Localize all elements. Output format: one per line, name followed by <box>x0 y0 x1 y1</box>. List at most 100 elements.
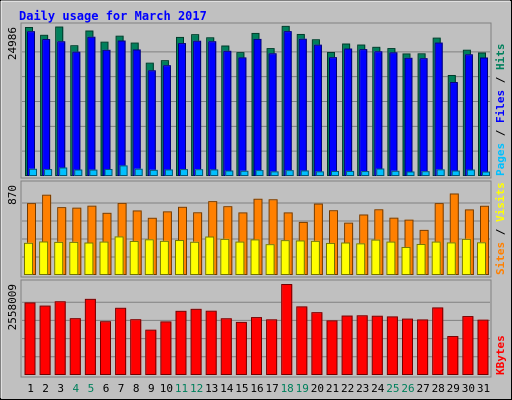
bar-sites-day-27-outline <box>416 243 426 275</box>
bar-sites-day-26-outline <box>401 246 411 275</box>
bar-sites-day-28 <box>431 241 441 276</box>
bar-visits-day-3-fill <box>57 207 67 275</box>
bar-files-day-2 <box>42 39 51 176</box>
bar-sites-day-6 <box>99 241 109 276</box>
bar-files-day-15-fill <box>238 57 247 177</box>
bar-kbytes-day-27-fill <box>417 319 429 375</box>
bar-files-day-23-fill <box>359 49 368 177</box>
bar-files-day-13-fill <box>208 41 217 177</box>
bar-pages-day-23-fill <box>361 171 370 176</box>
bar-pages-day-30-outline <box>466 169 475 176</box>
bar-kbytes-day-28-fill <box>432 307 444 375</box>
legend-sites: Sites <box>494 242 507 275</box>
x-tick-label-day-14: 14 <box>220 382 234 395</box>
bar-pages-day-14-outline <box>225 170 234 176</box>
x-tick-label-day-7: 7 <box>118 382 125 395</box>
bar-files-day-28-fill <box>434 42 443 176</box>
bar-sites-day-14-fill <box>220 238 230 275</box>
bar-sites-day-25-outline <box>386 241 396 276</box>
bar-pages-day-18 <box>285 170 294 176</box>
bar-pages-day-5-fill <box>89 169 98 176</box>
bar-kbytes-day-10-outline <box>160 321 172 375</box>
bar-kbytes-day-2 <box>39 305 51 375</box>
bar-files-day-30 <box>464 54 473 176</box>
x-tick-label-day-6: 6 <box>103 382 110 395</box>
bar-kbytes-day-14 <box>220 318 232 375</box>
bar-kbytes-day-7 <box>115 307 127 375</box>
bar-sites-day-5-fill <box>84 242 94 275</box>
bar-pages-day-15 <box>240 170 249 177</box>
bar-pages-day-24 <box>376 168 385 176</box>
bar-kbytes-day-17-fill <box>266 319 278 375</box>
bar-kbytes-day-5-fill <box>84 298 96 375</box>
bar-kbytes-day-17 <box>266 319 278 375</box>
bar-pages-day-28 <box>436 169 445 176</box>
legend-kbytes-label: KBytes <box>494 335 507 375</box>
bar-files-day-18 <box>283 31 292 177</box>
bar-pages-day-31 <box>482 171 490 177</box>
bar-pages-day-2-outline <box>44 169 53 177</box>
y-max-label-pages-files-hits: 24986 <box>6 27 19 60</box>
bar-pages-day-29-outline <box>451 170 460 176</box>
x-tick-label-day-1: 1 <box>27 382 34 395</box>
bar-pages-day-21-fill <box>331 170 339 176</box>
bar-pages-day-12 <box>195 169 204 176</box>
bar-pages-day-9 <box>149 169 158 176</box>
bar-pages-day-26 <box>406 171 415 176</box>
x-tick-label-day-12: 12 <box>190 382 203 395</box>
bar-files-day-1-fill <box>27 31 35 177</box>
bar-kbytes-day-29 <box>447 336 459 375</box>
bar-visits-day-20-fill <box>313 203 323 275</box>
bar-pages-day-16-fill <box>255 170 264 176</box>
bar-pages-day-4-outline <box>74 169 83 176</box>
bar-pages-day-18-outline <box>285 170 294 176</box>
bar-files-day-25-fill <box>389 52 398 176</box>
bar-pages-day-8-fill <box>134 168 143 176</box>
bar-pages-day-8 <box>134 168 143 176</box>
x-tick-label-day-20: 20 <box>311 382 324 395</box>
bar-pages-day-17-fill <box>270 171 279 176</box>
bar-pages-day-13 <box>210 169 219 177</box>
bar-sites-day-29-outline <box>446 242 456 275</box>
x-tick-label-day-11: 11 <box>175 382 188 395</box>
bar-kbytes-day-18-outline <box>281 284 293 375</box>
bar-kbytes-day-1-outline <box>24 302 36 376</box>
bar-kbytes-day-13 <box>205 310 217 375</box>
bar-files-day-20-fill <box>313 44 322 176</box>
bar-pages-day-19-outline <box>300 170 309 177</box>
bar-sites-day-1-outline <box>24 242 33 276</box>
bar-files-day-2-fill <box>42 39 51 176</box>
bar-kbytes-day-25-outline <box>386 316 398 376</box>
bar-files-day-5-fill <box>87 36 96 176</box>
bar-kbytes-day-22-outline <box>341 315 353 376</box>
bar-sites-day-4-fill <box>69 241 79 275</box>
x-tick-label-day-27: 27 <box>416 382 429 395</box>
bar-kbytes-day-27-outline <box>417 319 429 375</box>
bar-sites-day-22 <box>341 242 351 276</box>
bar-pages-day-18-fill <box>285 170 294 176</box>
bar-files-day-12 <box>193 40 202 176</box>
bar-files-day-25 <box>389 52 398 176</box>
bar-sites-day-20-outline <box>310 240 320 276</box>
bar-files-day-22 <box>344 48 353 176</box>
bar-sites-day-16-fill <box>250 239 260 275</box>
bar-kbytes-day-13-fill <box>205 310 217 375</box>
bar-sites-day-9-outline <box>144 239 154 276</box>
bar-sites-day-29 <box>446 242 456 275</box>
bar-sites-day-2-outline <box>39 241 49 275</box>
bar-kbytes-day-5-outline <box>84 298 96 375</box>
bar-files-day-3-fill <box>57 41 66 177</box>
bar-kbytes-day-29-outline <box>447 336 459 375</box>
bar-sites-day-15 <box>235 241 245 276</box>
bar-files-day-11-fill <box>178 43 186 176</box>
bar-pages-day-19-fill <box>300 170 309 176</box>
bar-kbytes-day-31-outline <box>477 319 489 375</box>
bar-pages-day-22-outline <box>346 170 355 176</box>
bar-pages-day-12-outline <box>195 169 204 176</box>
bar-kbytes-day-30-outline <box>462 316 474 375</box>
bar-pages-day-1 <box>29 168 37 176</box>
bar-sites-day-30-fill <box>461 238 471 275</box>
bar-sites-day-12 <box>190 241 200 276</box>
bar-files-day-21-fill <box>329 57 337 177</box>
bar-files-day-4 <box>72 51 81 176</box>
